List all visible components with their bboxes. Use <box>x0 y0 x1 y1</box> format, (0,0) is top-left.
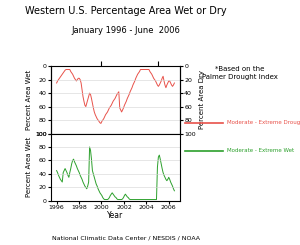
Text: Moderate - Extreme Drought: Moderate - Extreme Drought <box>227 120 300 125</box>
Text: *Based on the
Palmer Drought Index: *Based on the Palmer Drought Index <box>202 66 278 80</box>
Text: Moderate - Extreme Wet: Moderate - Extreme Wet <box>227 148 294 153</box>
Text: Western U.S. Percentage Area Wet or Dry: Western U.S. Percentage Area Wet or Dry <box>25 6 227 16</box>
Y-axis label: Percent Area Dry: Percent Area Dry <box>199 70 205 129</box>
Y-axis label: Percent Area Wet: Percent Area Wet <box>26 137 32 197</box>
X-axis label: Year: Year <box>107 211 124 220</box>
Text: National Climatic Data Center / NESDIS / NOAA: National Climatic Data Center / NESDIS /… <box>52 235 200 240</box>
Y-axis label: Percent Area Wet: Percent Area Wet <box>26 70 32 130</box>
Text: January 1996 - June  2006: January 1996 - June 2006 <box>72 26 180 35</box>
